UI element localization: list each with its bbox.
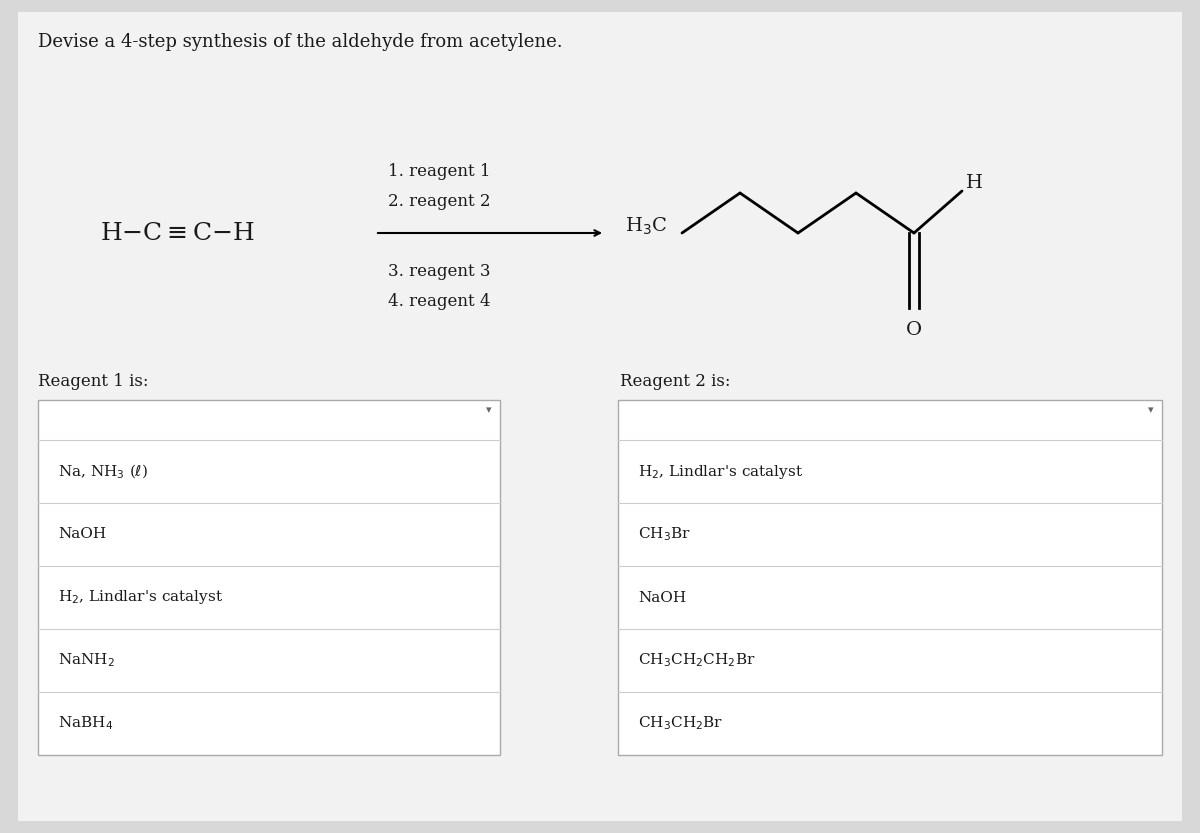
Text: CH$_3$Br: CH$_3$Br xyxy=(638,526,691,543)
Text: O: O xyxy=(906,321,922,339)
Text: H$-$C$\equiv$C$-$H: H$-$C$\equiv$C$-$H xyxy=(100,222,256,245)
Text: H: H xyxy=(966,174,983,192)
Text: ▾: ▾ xyxy=(486,405,492,415)
Text: 2. reagent 2: 2. reagent 2 xyxy=(388,193,491,210)
Text: Devise a 4-step synthesis of the aldehyde from acetylene.: Devise a 4-step synthesis of the aldehyd… xyxy=(38,33,563,51)
Text: CH$_3$CH$_2$CH$_2$Br: CH$_3$CH$_2$CH$_2$Br xyxy=(638,651,756,670)
Text: NaOH: NaOH xyxy=(58,527,106,541)
Text: H$_3$C: H$_3$C xyxy=(625,216,667,237)
Text: ▾: ▾ xyxy=(1148,405,1154,415)
Text: 3. reagent 3: 3. reagent 3 xyxy=(388,263,491,280)
Text: H$_2$, Lindlar's catalyst: H$_2$, Lindlar's catalyst xyxy=(58,588,223,606)
Text: NaBH$_4$: NaBH$_4$ xyxy=(58,715,113,732)
Text: H$_2$, Lindlar's catalyst: H$_2$, Lindlar's catalyst xyxy=(638,462,803,481)
Text: CH$_3$CH$_2$Br: CH$_3$CH$_2$Br xyxy=(638,715,724,732)
Text: NaNH$_2$: NaNH$_2$ xyxy=(58,651,115,670)
Bar xyxy=(618,400,1162,755)
Text: 4. reagent 4: 4. reagent 4 xyxy=(388,293,491,310)
Text: NaOH: NaOH xyxy=(638,591,686,605)
Text: Na, NH$_3$ ($\ell$): Na, NH$_3$ ($\ell$) xyxy=(58,462,148,481)
Text: Reagent 1 is:: Reagent 1 is: xyxy=(38,373,149,390)
Text: 1. reagent 1: 1. reagent 1 xyxy=(388,163,491,180)
Bar xyxy=(38,400,500,755)
Text: Reagent 2 is:: Reagent 2 is: xyxy=(620,373,731,390)
